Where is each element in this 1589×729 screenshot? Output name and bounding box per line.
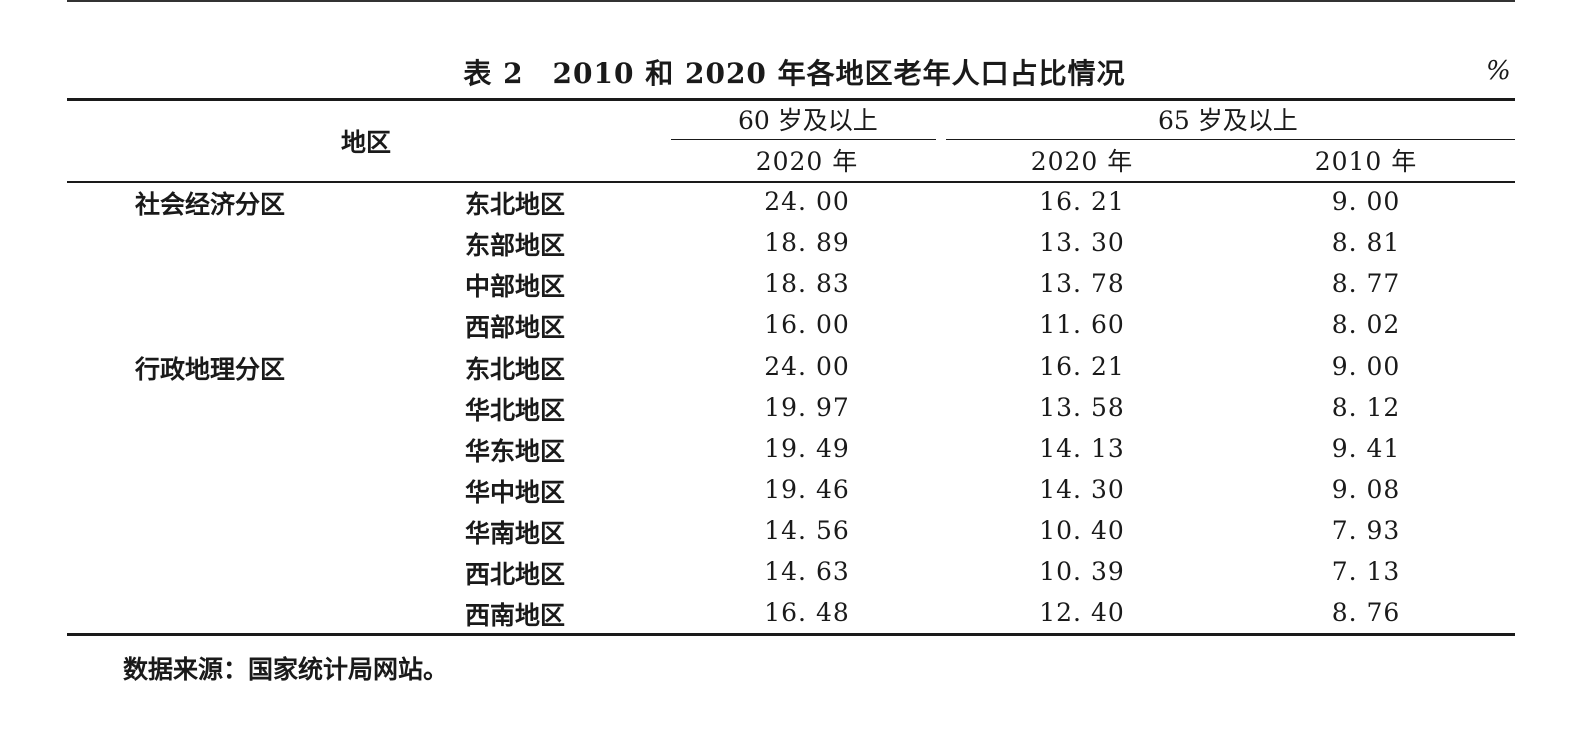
- value-65-2010: 7. 93: [1331, 516, 1401, 545]
- row-region: 东部地区: [465, 231, 566, 260]
- value-60-2020: 24. 00: [764, 352, 850, 381]
- row-region: 华中地区: [465, 478, 566, 507]
- value-65-2020: 10. 40: [1039, 516, 1125, 545]
- value-65-2020: 12. 40: [1039, 598, 1125, 627]
- value-65-2020: 16. 21: [1039, 187, 1125, 216]
- value-65-2020: 16. 21: [1039, 352, 1125, 381]
- value-60-2020: 14. 63: [764, 557, 850, 586]
- header-group-60: 60 岁及以上: [738, 106, 878, 135]
- data-source-note: 数据来源：国家统计局网站。: [123, 655, 449, 684]
- header-group-65: 65 岁及以上: [1158, 106, 1298, 135]
- value-60-2020: 19. 49: [764, 434, 850, 463]
- value-60-2020: 18. 89: [764, 228, 850, 257]
- value-65-2010: 9. 08: [1331, 475, 1401, 504]
- value-65-2020: 13. 58: [1039, 393, 1125, 422]
- row-region: 西部地区: [465, 313, 566, 342]
- value-65-2010: 9. 00: [1331, 187, 1401, 216]
- value-65-2010: 9. 00: [1331, 352, 1401, 381]
- header-bottom-rule: [67, 181, 1515, 183]
- value-60-2020: 14. 56: [764, 516, 850, 545]
- table-unit: %: [1486, 56, 1511, 86]
- value-60-2020: 18. 83: [764, 269, 850, 298]
- table-bottom-rule: [67, 633, 1515, 636]
- page-top-rule: [67, 0, 1515, 2]
- table-title: 表 2 2010 和 2020 年各地区老年人口占比情况: [463, 57, 1126, 90]
- value-60-2020: 19. 97: [764, 393, 850, 422]
- header-rule-60: [671, 139, 936, 140]
- value-65-2010: 8. 76: [1331, 598, 1401, 627]
- value-65-2010: 9. 41: [1331, 434, 1401, 463]
- row-region: 东北地区: [465, 190, 566, 219]
- value-65-2010: 8. 02: [1331, 310, 1401, 339]
- header-region: 地区: [341, 128, 392, 157]
- row-region: 华北地区: [465, 396, 566, 425]
- value-65-2020: 14. 30: [1039, 475, 1125, 504]
- value-65-2010: 8. 81: [1331, 228, 1401, 257]
- row-region: 华南地区: [465, 519, 566, 548]
- row-region: 华东地区: [465, 437, 566, 466]
- value-65-2010: 8. 77: [1331, 269, 1401, 298]
- value-65-2020: 13. 30: [1039, 228, 1125, 257]
- value-65-2010: 8. 12: [1331, 393, 1401, 422]
- header-65-2010: 2010 年: [1314, 147, 1418, 176]
- row-region: 中部地区: [465, 272, 566, 301]
- value-60-2020: 16. 00: [764, 310, 850, 339]
- table-top-rule: [67, 98, 1515, 101]
- value-65-2010: 7. 13: [1331, 557, 1401, 586]
- row-region: 东北地区: [465, 355, 566, 384]
- value-65-2020: 13. 78: [1039, 269, 1125, 298]
- value-60-2020: 24. 00: [764, 187, 850, 216]
- value-60-2020: 16. 48: [764, 598, 850, 627]
- value-60-2020: 19. 46: [764, 475, 850, 504]
- header-65-2020: 2020 年: [1030, 147, 1134, 176]
- header-60-2020: 2020 年: [755, 147, 859, 176]
- group-label-administrative: 行政地理分区: [135, 355, 286, 384]
- value-65-2020: 11. 60: [1039, 310, 1125, 339]
- value-65-2020: 10. 39: [1039, 557, 1125, 586]
- header-rule-65: [946, 139, 1515, 140]
- row-region: 西南地区: [465, 601, 566, 630]
- value-65-2020: 14. 13: [1039, 434, 1125, 463]
- group-label-socioeconomic: 社会经济分区: [135, 190, 286, 219]
- row-region: 西北地区: [465, 560, 566, 589]
